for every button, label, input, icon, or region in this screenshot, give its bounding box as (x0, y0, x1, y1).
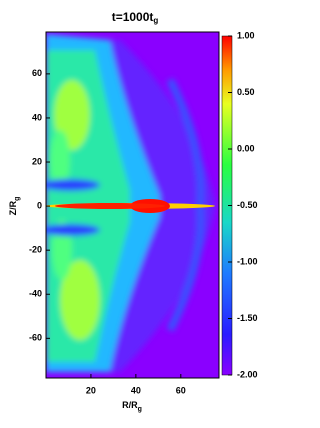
colorbar-tick-label: -1.00 (237, 256, 258, 266)
plot-frame (45, 31, 220, 379)
colorbar-tick-label: -1.50 (237, 313, 258, 323)
y-tick-label: 20 (32, 156, 42, 166)
x-tick-label: 20 (86, 385, 96, 395)
y-tick-label: 0 (37, 200, 42, 210)
y-tick-label: -40 (29, 289, 42, 299)
field (46, 32, 219, 378)
x-tick-label: 40 (131, 385, 141, 395)
colorbar-tick-label: 0.50 (237, 87, 255, 97)
y-tick-label: -60 (29, 333, 42, 343)
chart-title: t=1000tg (112, 10, 159, 25)
y-axis-label: Z/Rg (8, 197, 20, 216)
x-tick-label: 60 (176, 385, 186, 395)
y-tick-label: 60 (32, 68, 42, 78)
y-tick-label: -20 (29, 245, 42, 255)
colorbar-tick-label: -0.50 (237, 200, 258, 210)
colorbar-tick-label: -2.00 (237, 369, 258, 379)
chart: t=1000tg R/Rg Z/Rg 20 40 60 -60 -40 -20 0 20 40 6… (8, 10, 258, 413)
colorbar-tick-label: 0.00 (237, 143, 255, 153)
x-axis-label: R/Rg (122, 400, 142, 412)
y-tick-label: 40 (32, 112, 42, 122)
colorbar-tick-label: 1.00 (237, 30, 255, 40)
